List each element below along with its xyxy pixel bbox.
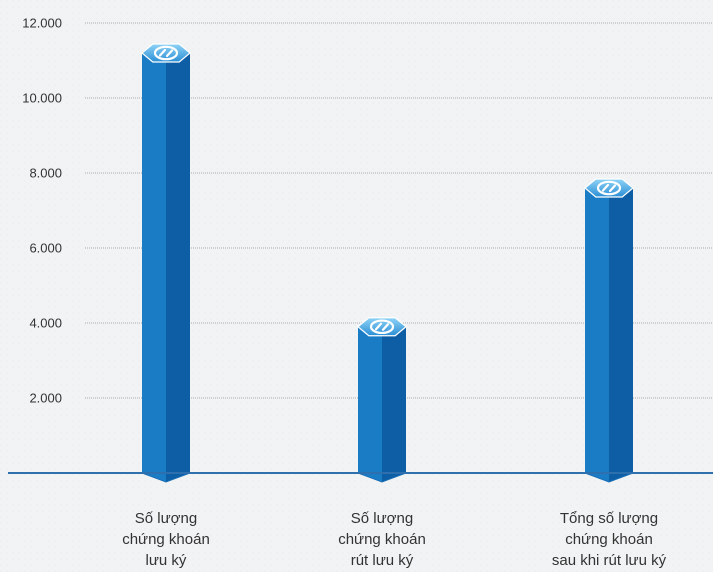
bar-face-right: [382, 326, 406, 482]
bar-face-left: [585, 188, 609, 482]
bar-bottom-edge: [584, 472, 634, 483]
bar-cap: [141, 43, 191, 63]
x-category-label-line: rút lưu ký: [351, 552, 414, 569]
x-category-label-line: chứng khoán: [122, 531, 210, 548]
y-tick-label: 12.000: [22, 16, 62, 31]
y-tick-label: 8.000: [29, 166, 62, 181]
x-category-label-line: Số lượng: [135, 510, 197, 527]
bar-cap: [357, 317, 407, 337]
logo-icon: [596, 180, 622, 196]
x-category-label-line: sau khi rút lưu ký: [552, 552, 667, 569]
x-category-label-line: chứng khoán: [565, 531, 653, 548]
bar-bottom-edge: [141, 472, 191, 483]
x-category-label-line: chứng khoán: [338, 531, 426, 548]
bar: [584, 178, 634, 483]
bars: [141, 43, 634, 483]
y-tick-label: 6.000: [29, 241, 62, 256]
x-category-label: Số lượng chứng khoán rút lưu ký: [338, 510, 426, 569]
bar-face-right: [166, 53, 190, 482]
y-tick-label: 10.000: [22, 91, 62, 106]
y-tick-label: 2.000: [29, 391, 62, 406]
y-tick-label: 4.000: [29, 316, 62, 331]
bar-face-right: [609, 188, 633, 482]
x-category-label-line: lưu ký: [146, 552, 187, 569]
x-category-label-line: Tổng số lượng: [560, 510, 658, 527]
logo-icon: [153, 45, 179, 61]
x-category-label: Tổng số lượng chứng khoán sau khi rút lưu …: [552, 510, 667, 569]
x-axis-category-labels: Số lượng chứng khoán lưu ký Số lượng chứng k…: [122, 510, 666, 569]
bar-cap: [584, 178, 634, 198]
x-category-label-line: Số lượng: [351, 510, 413, 527]
bar-face-left: [142, 53, 166, 482]
y-axis-tick-labels: 2.000 4.000 6.000 8.000 10.000 12.000: [22, 16, 62, 406]
bar: [141, 43, 191, 483]
bar-face-left: [358, 326, 382, 482]
x-category-label: Số lượng chứng khoán lưu ký: [122, 510, 210, 569]
logo-icon: [369, 319, 395, 335]
bar-bottom-edge: [357, 472, 407, 483]
bar: [357, 317, 407, 483]
